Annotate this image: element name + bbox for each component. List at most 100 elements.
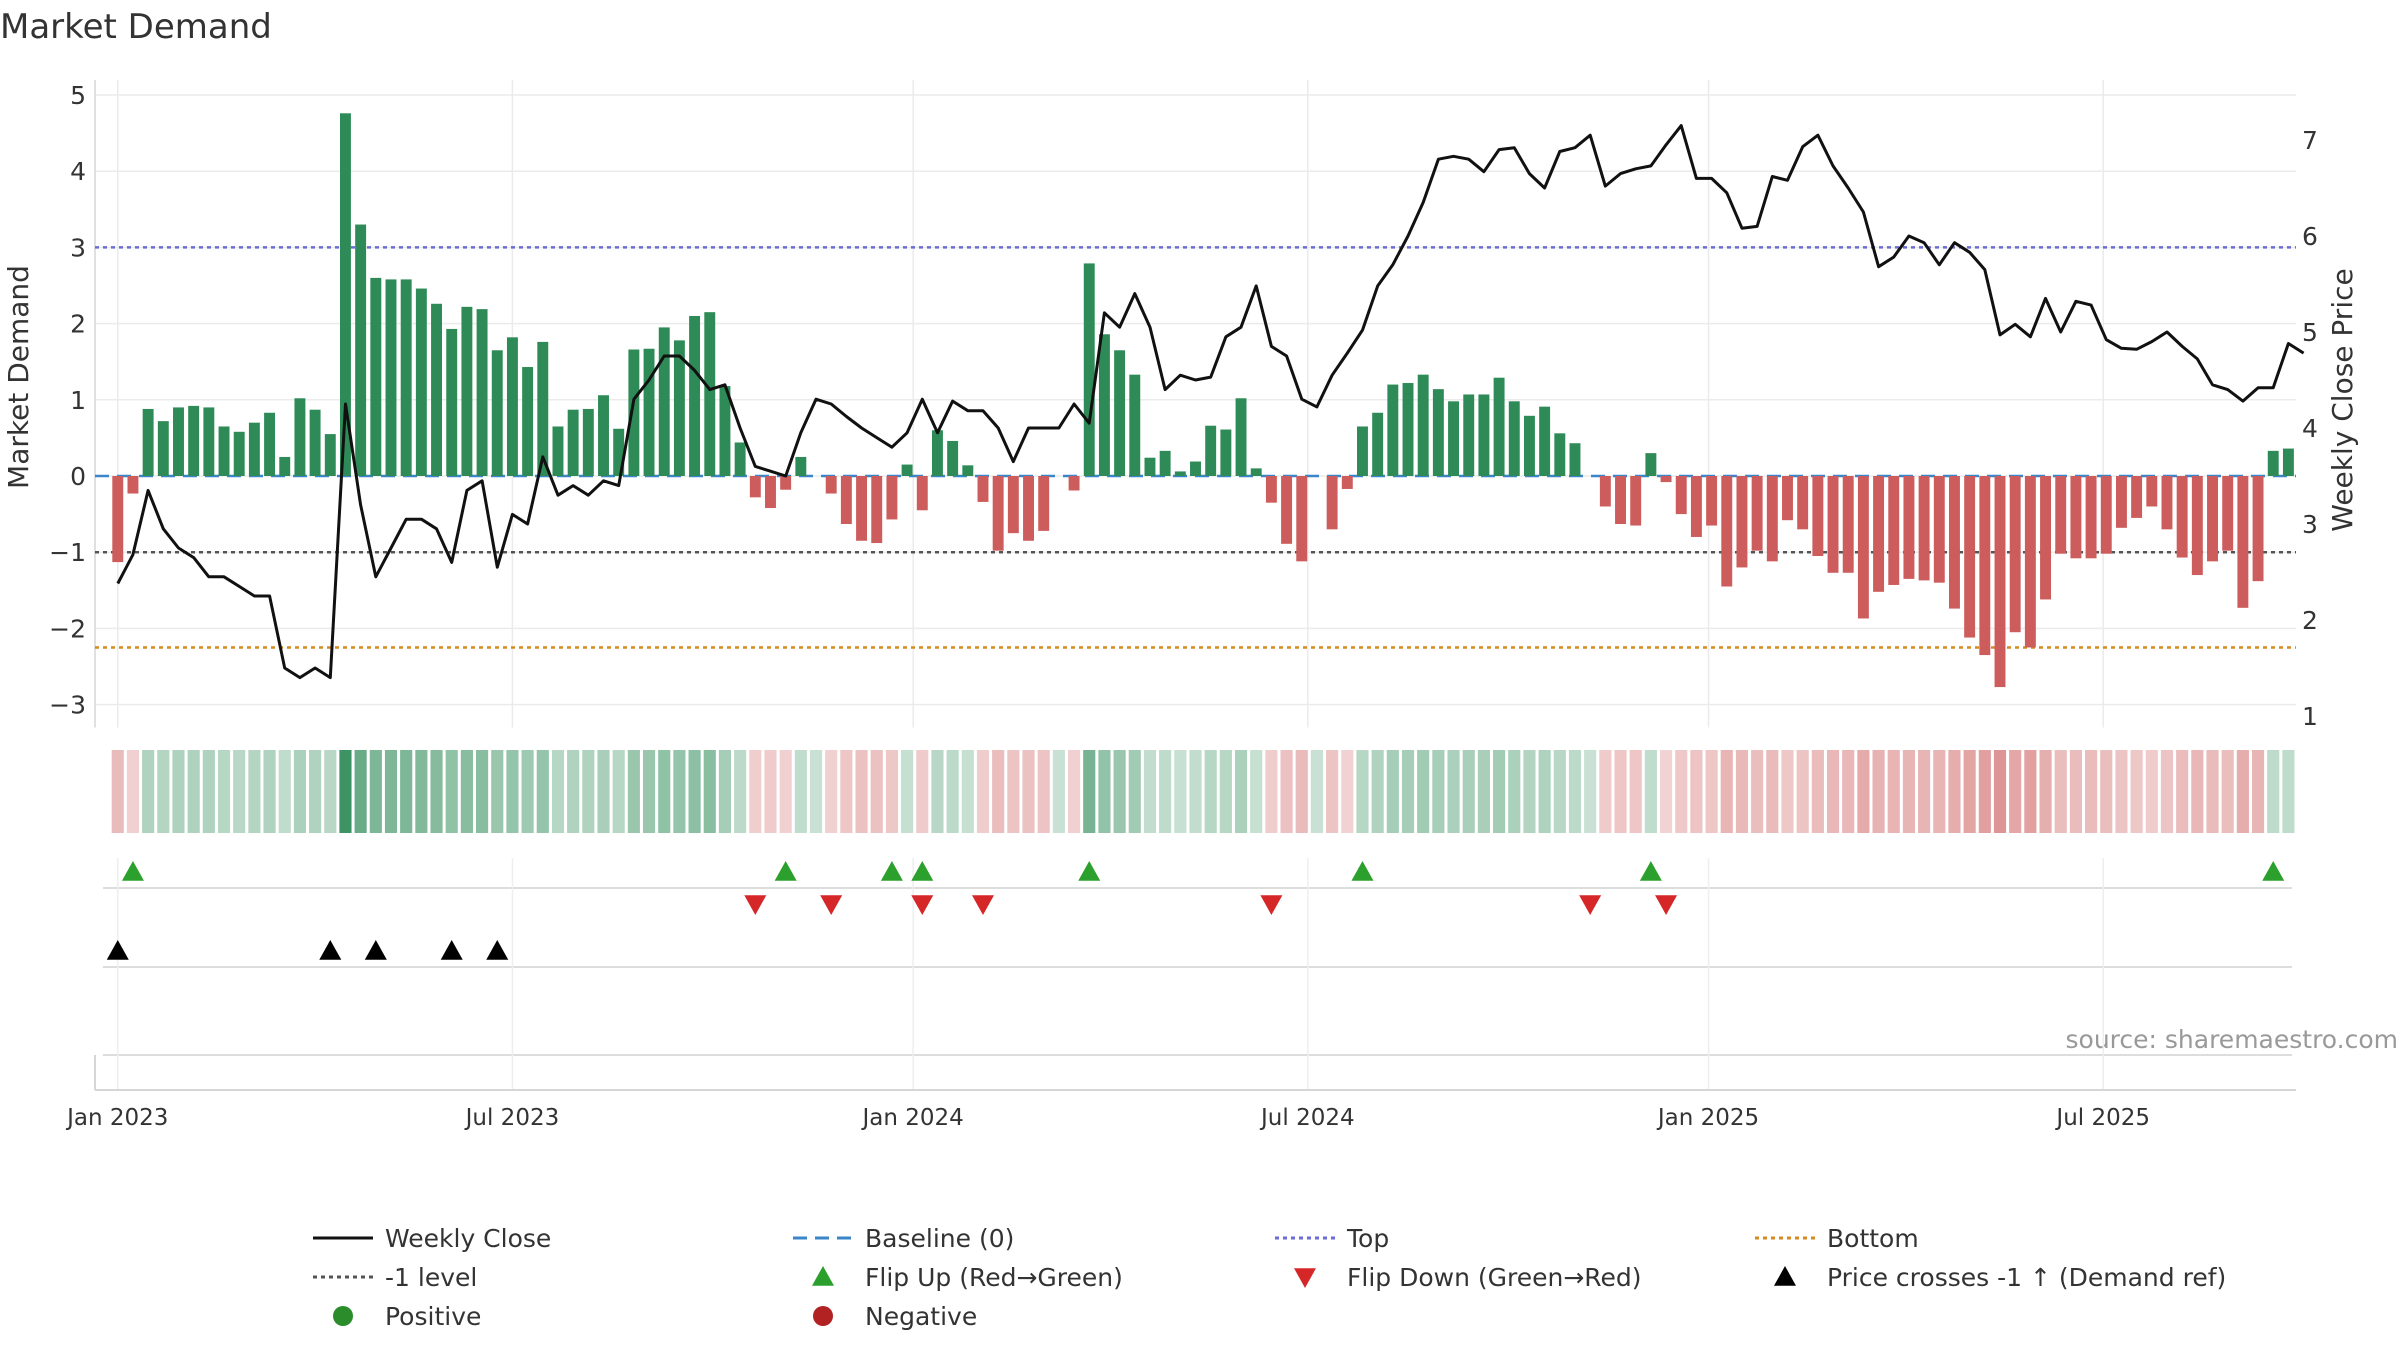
heat-strip-cell [1568, 750, 1582, 833]
heat-strip-cell [1781, 750, 1794, 833]
demand-bar [1265, 476, 1277, 503]
demand-bar [1690, 476, 1702, 537]
demand-bar [142, 408, 154, 476]
heat-strip-cell [476, 750, 489, 833]
legend-swatch [812, 1266, 834, 1286]
demand-bar [1190, 461, 1201, 476]
demand-bar [461, 306, 473, 476]
heat-strip-cell [1204, 750, 1217, 833]
heat-strip-cell [901, 750, 914, 833]
demand-bar [1098, 334, 1110, 476]
demand-bar [1675, 476, 1687, 515]
heat-strip-cell [916, 750, 929, 833]
demand-bar [1660, 476, 1672, 483]
y2-tick-label: 2 [2302, 606, 2318, 635]
legend-label: Weekly Close [385, 1224, 551, 1253]
heat-strip-cell [1599, 750, 1612, 833]
heat-strip-cell [293, 750, 306, 833]
demand-bar [2115, 476, 2127, 528]
x-tick-label: Jan 2024 [861, 1105, 964, 1131]
flip-up-marker [1078, 861, 1101, 881]
demand-bar [1038, 476, 1050, 531]
heat-strip-cell [1113, 750, 1126, 833]
demand-bar [1235, 398, 1247, 476]
demand-bar [1523, 415, 1535, 476]
heat-strip-cell [1341, 750, 1354, 833]
legend-label: Bottom [1827, 1224, 1919, 1253]
demand-bar [264, 412, 276, 476]
demand-bar [2055, 476, 2067, 554]
demand-bar [1979, 476, 1991, 656]
demand-bar [188, 405, 200, 476]
flip-up-marker [880, 861, 903, 881]
demand-bar [2222, 476, 2234, 551]
demand-bar [749, 476, 761, 498]
heat-strip-cell [491, 750, 504, 833]
heat-strip-cell [2054, 750, 2067, 833]
heat-strip-cell [1143, 750, 1157, 833]
heat-strip-cell [2069, 750, 2082, 833]
heat-strip-cell [1280, 750, 1293, 833]
heat-strip-cell [1978, 750, 1991, 833]
legend-label: Positive [385, 1302, 481, 1331]
demand-bar [112, 476, 124, 563]
heat-strip-cell [263, 750, 276, 833]
heat-strip-cell [445, 750, 458, 833]
heat-strip-cell [1584, 750, 1597, 833]
demand-bar [1478, 394, 1490, 476]
demand-bar [1114, 350, 1126, 476]
heat-strip-cell [2085, 750, 2098, 833]
heat-strip-cell [1189, 750, 1202, 833]
demand-bar [1569, 443, 1581, 476]
heat-strip-cell [460, 750, 473, 833]
weekly-close-line [116, 124, 2305, 680]
heat-strip-cell [2024, 750, 2037, 833]
demand-bar [400, 279, 412, 476]
demand-bar [886, 476, 898, 520]
demand-bar [1706, 476, 1718, 526]
heat-strip-cell [521, 750, 534, 833]
y-tick-label: 2 [70, 310, 86, 339]
heat-strip-cell [2130, 750, 2143, 833]
heat-strip-cell [1493, 750, 1506, 833]
demand-bar [1964, 476, 1976, 638]
heat-strip-cell [1826, 750, 1840, 833]
demand-bar [203, 407, 215, 476]
demand-bar [2070, 476, 2082, 559]
price-series [116, 124, 2305, 680]
demand-bars [112, 113, 2294, 688]
legend-label: -1 level [385, 1263, 477, 1292]
demand-bar [355, 224, 367, 476]
heat-strip-cell [1963, 750, 1976, 833]
flip-down-marker [1579, 895, 1602, 915]
heat-strip-cell [718, 750, 732, 833]
heat-strip-cell [1705, 750, 1718, 833]
y-tick-label: 1 [70, 386, 86, 415]
y2-axis-ticks: 1 2 3 4 5 6 7 [2302, 126, 2318, 731]
source-note: source: sharemaestro.com [2066, 1025, 2399, 1054]
demand-bar [1250, 468, 1262, 476]
demand-bar [1903, 476, 1915, 579]
heat-strip-cell [2221, 750, 2234, 833]
heat-strip-cell [1174, 750, 1187, 833]
demand-bar [1736, 476, 1748, 568]
demand-bar [1554, 433, 1566, 476]
legend-label: Flip Up (Red→Green) [865, 1263, 1123, 1292]
heat-strip-cell [1508, 750, 1521, 833]
flip-down-marker [744, 895, 767, 915]
legend-label: Price crosses -1 ↑ (Demand ref) [1827, 1263, 2226, 1292]
heat-strip-cell [1432, 750, 1445, 833]
demand-bar [1873, 476, 1885, 592]
y-axis-ticks: −3 −2 −1 0 1 2 3 4 5 [49, 81, 86, 720]
heat-strip-cell [809, 750, 823, 833]
demand-bar [643, 348, 655, 476]
heat-strip-cell [369, 750, 382, 833]
demand-bar [552, 426, 564, 476]
demand-bar [2252, 476, 2264, 582]
flip-up-marker [774, 861, 797, 881]
demand-bar [157, 421, 169, 476]
heat-strip-cell [233, 750, 246, 833]
demand-bar [1144, 457, 1156, 476]
demand-bar [339, 113, 351, 477]
demand-bar [1068, 476, 1080, 491]
